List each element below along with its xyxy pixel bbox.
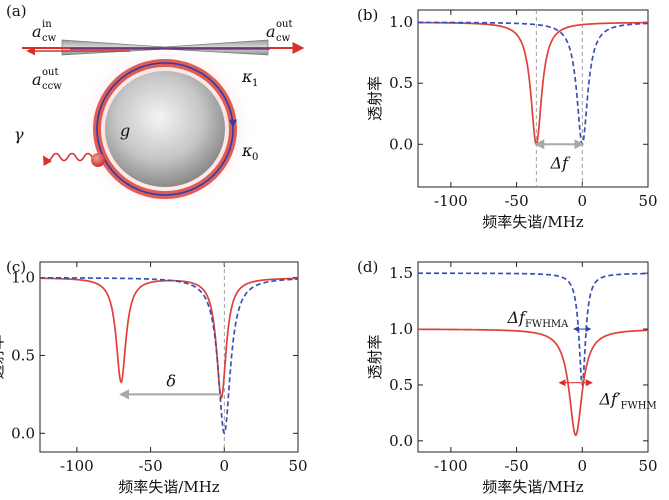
plot-frame bbox=[417, 261, 649, 453]
x-tick-label: -50 bbox=[504, 457, 528, 475]
chart-panel-b: (b) -100 -50 0 50 0.0 0.5 1.0 频率失谐/MHz 透射率 Δf bbox=[357, 6, 658, 231]
annotation-label: δ bbox=[166, 371, 176, 390]
plot-frame bbox=[39, 261, 299, 453]
y-axis-title: 透射率 bbox=[366, 334, 384, 379]
svg-text:1: 1 bbox=[252, 78, 258, 89]
x-tick-label: -50 bbox=[138, 457, 162, 475]
y-tick-label: 0.0 bbox=[389, 432, 413, 450]
x-tick-label: 50 bbox=[638, 457, 657, 475]
x-tick-label: -50 bbox=[504, 192, 528, 210]
label-kappa0: κ 0 bbox=[241, 141, 258, 163]
label-gamma: γ bbox=[14, 125, 24, 144]
svg-text:out: out bbox=[42, 67, 58, 78]
annotation-label: Δf bbox=[550, 153, 572, 172]
series-line-red-solid bbox=[417, 21, 648, 146]
svg-text:κ: κ bbox=[241, 67, 253, 86]
y-axis-title: 透射率 bbox=[0, 334, 6, 379]
x-axis-title: 频率失谐/MHz bbox=[482, 213, 583, 231]
scattering-wave-arrow bbox=[43, 152, 93, 167]
series-line-blue-dashed bbox=[40, 276, 299, 435]
panel-a-schematic: (a) a in cw a out cw a out ccw κ bbox=[6, 2, 305, 214]
svg-text:0: 0 bbox=[252, 152, 258, 163]
svg-text:a: a bbox=[266, 22, 276, 41]
scatterer-particle bbox=[91, 153, 105, 167]
y-tick-label: 0.5 bbox=[389, 74, 413, 92]
label-a-cw-out: a out cw bbox=[266, 19, 292, 44]
y-tick-label: 1.0 bbox=[389, 13, 413, 31]
svg-text:a: a bbox=[32, 22, 42, 41]
svg-text:cw: cw bbox=[42, 33, 57, 44]
series-line-red-solid bbox=[417, 328, 649, 437]
x-tick-label: 50 bbox=[288, 457, 307, 475]
blue-ring bbox=[96, 62, 234, 196]
x-tick-label: 0 bbox=[578, 192, 588, 210]
label-kappa1: κ 1 bbox=[241, 67, 258, 89]
sphere bbox=[105, 71, 225, 187]
annotation-label: ΔfFWHMA bbox=[507, 308, 570, 330]
x-tick-label: -100 bbox=[60, 457, 94, 475]
panel-a-label: (a) bbox=[6, 2, 27, 20]
y-tick-label: 0.0 bbox=[11, 424, 35, 442]
panel-d-label: (d) bbox=[357, 258, 378, 276]
x-axis-title: 频率失谐/MHz bbox=[118, 478, 219, 496]
svg-text:cw: cw bbox=[276, 33, 291, 44]
x-tick-label: -100 bbox=[434, 192, 468, 210]
label-a-ccw-out: a out ccw bbox=[32, 67, 62, 92]
y-tick-label: 0.0 bbox=[389, 135, 413, 153]
x-tick-label: -100 bbox=[434, 457, 468, 475]
series-line-blue-dashed bbox=[418, 272, 648, 388]
label-a-cw-in: a in cw bbox=[32, 19, 57, 44]
y-axis-title: 透射率 bbox=[366, 76, 384, 121]
chart-panel-c: (c) -100 -50 0 50 0.0 0.5 1.0 频率失谐/MHz 透射率 δ bbox=[0, 258, 308, 496]
svg-text:in: in bbox=[42, 19, 52, 30]
svg-text:out: out bbox=[276, 19, 292, 30]
svg-text:ccw: ccw bbox=[42, 81, 62, 92]
panel-b-label: (b) bbox=[357, 6, 378, 24]
x-axis-title: 频率失谐/MHz bbox=[482, 478, 583, 496]
x-tick-label: 0 bbox=[578, 457, 588, 475]
x-tick-label: 0 bbox=[220, 457, 230, 475]
y-tick-label: 0.5 bbox=[11, 346, 35, 364]
svg-text:a: a bbox=[32, 70, 42, 89]
plot-frame bbox=[417, 9, 649, 188]
y-tick-label: 1.5 bbox=[389, 264, 413, 282]
svg-text:κ: κ bbox=[241, 141, 253, 160]
x-tick-label: 50 bbox=[638, 192, 657, 210]
y-tick-label: 1.0 bbox=[11, 269, 35, 287]
y-tick-label: 1.0 bbox=[389, 320, 413, 338]
label-g: g bbox=[120, 121, 130, 140]
y-tick-label: 0.5 bbox=[389, 376, 413, 394]
series-line-blue-dashed bbox=[418, 21, 649, 146]
panel-c-label: (c) bbox=[6, 258, 26, 276]
chart-panel-d: (d) -100 -50 0 50 0.0 0.5 1.0 1.5 频率失谐/MHz 透射率 ΔfFW… bbox=[357, 258, 658, 496]
